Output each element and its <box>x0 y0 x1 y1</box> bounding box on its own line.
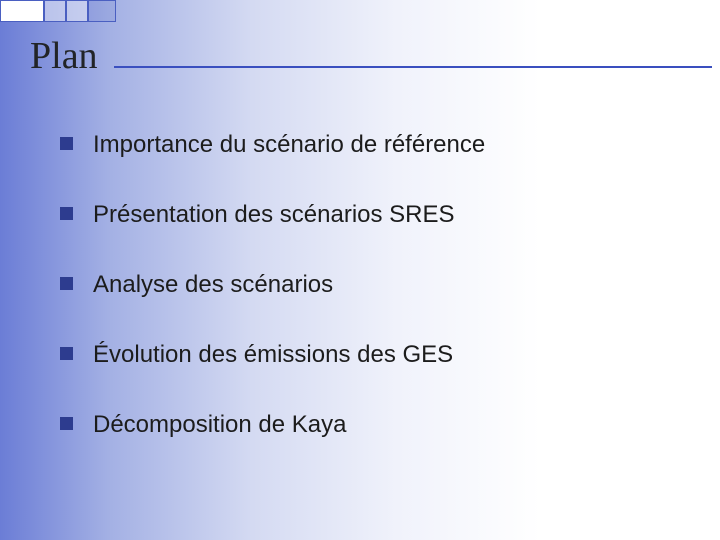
list-item: Décomposition de Kaya <box>60 410 680 440</box>
bullet-square-icon <box>60 207 73 220</box>
bullet-square-icon <box>60 277 73 290</box>
slide-title: Plan <box>0 34 114 78</box>
bullet-list: Importance du scénario de référence Prés… <box>60 130 680 480</box>
bullet-text: Importance du scénario de référence <box>93 130 485 160</box>
list-item: Présentation des scénarios SRES <box>60 200 680 230</box>
bullet-text: Décomposition de Kaya <box>93 410 346 440</box>
list-item: Importance du scénario de référence <box>60 130 680 160</box>
list-item: Analyse des scénarios <box>60 270 680 300</box>
bullet-square-icon <box>60 417 73 430</box>
deco-square <box>88 0 116 22</box>
list-item: Évolution des émissions des GES <box>60 340 680 370</box>
bullet-text: Analyse des scénarios <box>93 270 333 300</box>
corner-decoration <box>0 0 116 22</box>
title-row: Plan <box>0 34 720 78</box>
bullet-square-icon <box>60 347 73 360</box>
deco-square <box>0 0 44 22</box>
deco-square <box>44 0 66 22</box>
deco-square <box>66 0 88 22</box>
bullet-text: Présentation des scénarios SRES <box>93 200 455 230</box>
bullet-square-icon <box>60 137 73 150</box>
title-underline <box>114 66 712 68</box>
bullet-text: Évolution des émissions des GES <box>93 340 453 370</box>
